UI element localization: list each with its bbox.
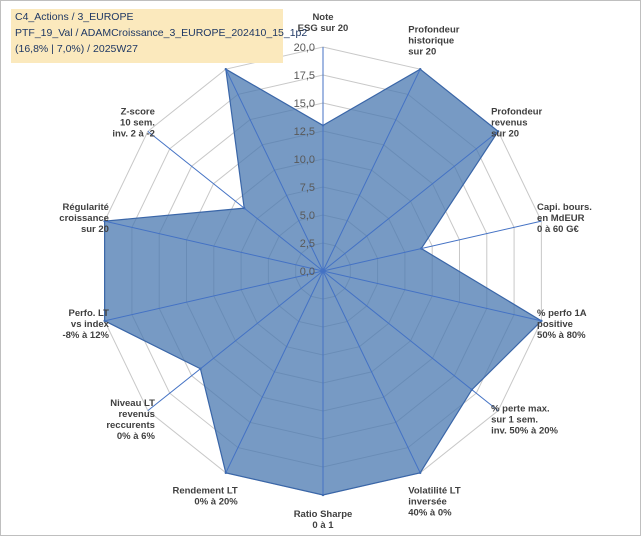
axis-label-line: 0% à 20%	[194, 496, 238, 507]
axis-spoke	[147, 270, 324, 412]
info-line-stats: (16,8% | 7,0%) / 2025W27	[15, 43, 138, 55]
portfolio-info-box: C4_Actions / 3_EUROPE PTF_19_Val / ADAMC…	[11, 9, 307, 63]
axis-label-line: 0 à 60 G€	[537, 224, 579, 235]
tick-label: 0,0	[300, 266, 315, 278]
axis-label-line: 0% à 6%	[117, 431, 156, 442]
axis-label-line: 0 à 1	[312, 520, 334, 531]
axis-label-line: -8% à 12%	[62, 330, 109, 341]
axis-label-line: 50% à 80%	[537, 330, 586, 341]
info-line-portfolio: PTF_19_Val / ADAMCroissance_3_EUROPE_202…	[15, 27, 308, 39]
axis-label-line: Z-score	[121, 107, 155, 118]
axis-spoke	[322, 270, 542, 322]
axis-label-line: Perfo. LT	[68, 308, 109, 319]
axis-label-line: ESG sur 20	[298, 23, 349, 34]
axis-label-line: en MdEUR	[537, 213, 585, 224]
info-line-category: C4_Actions / 3_EUROPE	[15, 11, 134, 23]
axis-label-line: sur 1 sem.	[491, 414, 538, 425]
tick-label: 5,0	[300, 210, 315, 222]
axis-spoke	[147, 130, 324, 272]
axis-label-line: sur 20	[81, 224, 109, 235]
axis-label-line: croissance	[59, 213, 109, 224]
axis-label-line: Capi. bours.	[537, 202, 592, 213]
axis-label-line: revenus	[118, 409, 154, 420]
axis-label-line: Régularité	[62, 202, 108, 213]
axis-spoke	[322, 270, 499, 412]
axis-label-line: Volatilité LT	[408, 485, 461, 496]
axis-label: % perte max.sur 1 sem.inv. 50% à 20%	[491, 403, 558, 436]
axis-label-line: Profondeur	[491, 107, 542, 118]
tick-label: 17,5	[294, 70, 315, 82]
axis-label-line: inversée	[408, 496, 447, 507]
axis-spoke	[104, 220, 324, 272]
axis-label-line: Note	[312, 12, 333, 23]
tick-label: 15,0	[294, 98, 315, 110]
tick-label: 2,5	[300, 238, 315, 250]
axis-spoke	[104, 270, 324, 322]
tick-label: 12,5	[294, 126, 315, 138]
axis-spoke	[322, 130, 499, 272]
axis-label-line: Ratio Sharpe	[294, 509, 353, 520]
axis-label-line: inv. 2 à -2	[112, 129, 155, 140]
axis-label-line: Niveau LT	[110, 398, 155, 409]
axis-label: Rendement LT0% à 20%	[172, 485, 238, 507]
axis-label-line: 10 sem.	[120, 118, 155, 129]
axis-label-line: % perte max.	[491, 403, 550, 414]
axis-label-line: revenus	[491, 118, 527, 129]
axis-label-line: Profondeur	[408, 25, 459, 36]
axis-spoke	[322, 220, 542, 272]
axis-spoke	[225, 270, 324, 474]
axis-spoke	[322, 270, 421, 474]
axis-spoke	[225, 68, 324, 272]
axis-label-line: % perfo 1A	[537, 308, 587, 319]
axis-label-line: vs index	[71, 319, 110, 330]
axis-label-line: 40% à 0%	[408, 507, 452, 518]
axis-layer	[104, 47, 542, 495]
tick-label: 10,0	[294, 154, 315, 166]
axis-label-line: Rendement LT	[172, 485, 237, 496]
axis-label-line: reccurents	[106, 420, 155, 431]
tick-label: 7,5	[300, 182, 315, 194]
axis-spoke	[322, 68, 421, 272]
axis-label-line: historique	[408, 36, 454, 47]
axis-label-line: sur 20	[491, 129, 519, 140]
axis-label-line: inv. 50% à 20%	[491, 425, 558, 436]
tick-label-layer: 0,0 2,5 5,0 7,5 10,0 12,5 15,0 17,5 20,0	[294, 42, 315, 278]
axis-label-line: sur 20	[408, 47, 436, 58]
tick-label: 20,0	[294, 42, 315, 54]
axis-label-line: positive	[537, 319, 573, 330]
